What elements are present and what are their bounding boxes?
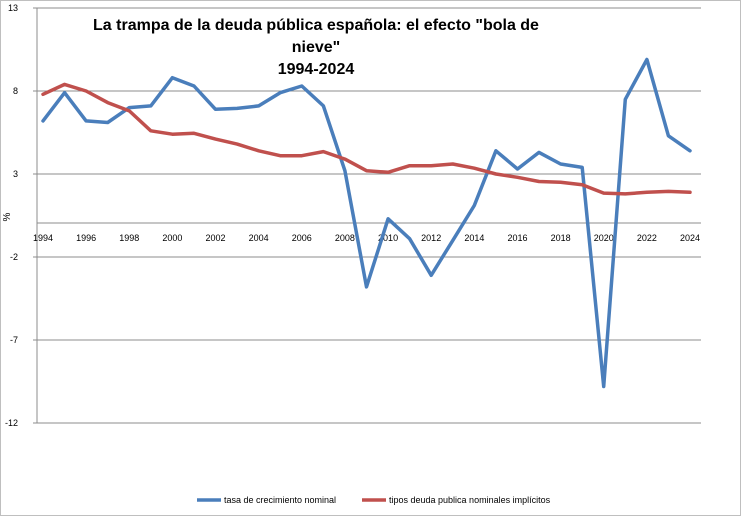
x-tick-label: 2018 — [551, 233, 571, 243]
y-tick-label: -7 — [10, 335, 18, 345]
y-tick-label: 13 — [8, 3, 18, 13]
chart-title: La trampa de la deuda pública española: … — [91, 15, 541, 81]
x-tick-label: 2004 — [249, 233, 269, 243]
x-tick-label: 1998 — [119, 233, 139, 243]
x-tick-label: 2024 — [680, 233, 700, 243]
x-tick-label: 2016 — [507, 233, 527, 243]
x-tick-label: 1994 — [33, 233, 53, 243]
chart-subtitle: 1994-2024 — [277, 61, 355, 78]
y-tick-label: 3 — [13, 169, 18, 179]
x-axis: 1994 1996 1998 2000 2002 2004 2006 2008 2010 2012… — [33, 222, 701, 243]
series-line-2 — [41, 82, 692, 196]
legend-label: tasa de crecimiento nominal — [224, 495, 336, 505]
legend-label: tipos deuda publica nominales implícitos — [389, 495, 551, 505]
x-tick-label: 2014 — [464, 233, 484, 243]
y-tick-label: -12 — [5, 418, 18, 428]
x-tick-label: 1996 — [76, 233, 96, 243]
x-tick-label: 2012 — [421, 233, 441, 243]
x-tick-label: 2006 — [292, 233, 312, 243]
series-line-1 — [41, 57, 692, 389]
x-tick-label: 2010 — [378, 233, 398, 243]
x-tick-label: 2002 — [206, 233, 226, 243]
chart-title-line: La trampa de la deuda pública española: … — [93, 17, 539, 56]
y-axis-label: % — [2, 212, 13, 221]
x-tick-label: 2020 — [594, 233, 614, 243]
y-tick-label: 8 — [13, 86, 18, 96]
legend: tasa de crecimiento nominal tipos deuda p… — [197, 495, 551, 505]
y-axis-ticks: 13 8 3 -2 -7 -12 — [5, 3, 18, 428]
y-tick-label: -2 — [10, 252, 18, 262]
x-tick-label: 2022 — [637, 233, 657, 243]
series-lines — [41, 57, 692, 389]
x-tick-label: 2000 — [162, 233, 182, 243]
x-tick-label: 2008 — [335, 233, 355, 243]
